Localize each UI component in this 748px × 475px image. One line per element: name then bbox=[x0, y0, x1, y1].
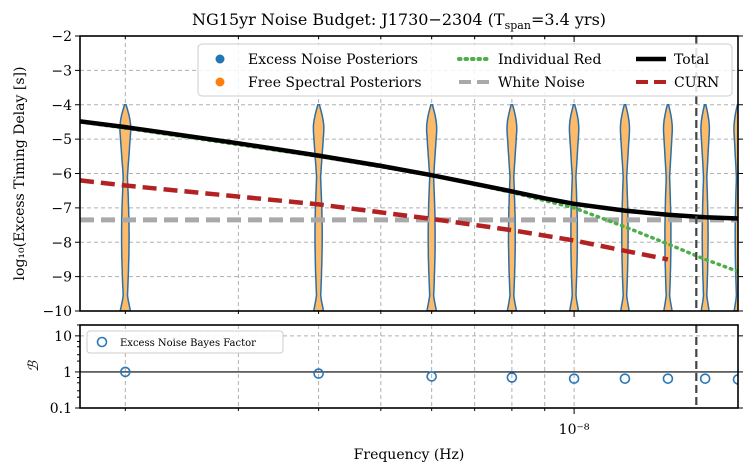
bf-point bbox=[662, 373, 674, 384]
x-tick-label: 10⁻⁸ bbox=[559, 422, 590, 438]
legend-marker-dot bbox=[215, 54, 225, 64]
bf-legend-marker bbox=[96, 336, 108, 348]
bf-point bbox=[506, 372, 518, 383]
violin-bin bbox=[312, 104, 325, 311]
bf-y-axis-label: ℬ bbox=[26, 360, 42, 372]
legend-label: Total bbox=[674, 52, 710, 68]
bf-legend-box bbox=[86, 330, 284, 354]
main-y-ticks bbox=[75, 35, 743, 312]
bf-legend: Excess Noise Bayes Factor bbox=[86, 330, 284, 354]
bf-content bbox=[80, 325, 738, 408]
legend-label: Excess Noise Posteriors bbox=[248, 52, 418, 68]
y-tick-label: −9 bbox=[51, 270, 72, 286]
legend-label: White Noise bbox=[498, 75, 585, 91]
bf-grid bbox=[80, 325, 738, 408]
y-tick-label: −5 bbox=[51, 132, 72, 148]
violin-bin bbox=[619, 104, 631, 311]
bf-point bbox=[732, 374, 738, 385]
bf-point bbox=[426, 371, 437, 382]
y-tick-label: −10 bbox=[42, 304, 72, 320]
title-tail: =3.4 yrs) bbox=[531, 10, 606, 29]
chart-title: NG15yr Noise Budget: J1730−2304 (Tspan=3… bbox=[192, 10, 606, 32]
legend-label: CURN bbox=[674, 75, 719, 91]
y-tick-label: −4 bbox=[51, 98, 72, 114]
series-line-total bbox=[80, 119, 738, 221]
y-axis-label: log₁₀(Excess Timing Delay [s]) bbox=[12, 67, 28, 281]
bf-y-tick-label: 1 bbox=[63, 365, 72, 381]
bf-frame bbox=[79, 324, 739, 409]
y-tick-label: −8 bbox=[51, 235, 72, 251]
bayes-factor-plot: 10 1 0.1 10⁻⁸ Frequency (Hz) ℬ Excess Noise Ba… bbox=[26, 324, 743, 463]
y-tick-label: −6 bbox=[51, 167, 72, 183]
y-tick-label: −2 bbox=[51, 29, 72, 45]
violin-bin bbox=[119, 104, 132, 311]
legend-label: Free Spectral Posteriors bbox=[248, 75, 422, 91]
bf-point bbox=[313, 368, 324, 379]
title-subscript: span bbox=[505, 19, 531, 32]
violin-bin bbox=[425, 104, 438, 311]
legend: Excess Noise Posteriors Free Spectral Pos… bbox=[197, 43, 733, 97]
bf-legend-label: Excess Noise Bayes Factor bbox=[120, 338, 256, 349]
bf-point bbox=[120, 366, 131, 378]
violin-bin bbox=[506, 104, 518, 311]
violin-bin bbox=[733, 104, 738, 311]
legend-marker-dot bbox=[215, 77, 225, 87]
x-axis-label: Frequency (Hz) bbox=[354, 447, 465, 463]
title-main: NG15yr Noise Budget: J1730−2304 (T bbox=[192, 10, 505, 29]
y-tick-label: −3 bbox=[51, 63, 72, 79]
bf-x-ticks bbox=[124, 408, 575, 414]
bf-y-ticks bbox=[75, 324, 743, 409]
series-line-individual-red bbox=[80, 120, 738, 274]
main-x-ticks bbox=[124, 36, 575, 317]
bf-y-tick-label: 0.1 bbox=[50, 401, 72, 417]
violin-bin bbox=[662, 104, 674, 311]
legend-box bbox=[197, 43, 733, 97]
bf-point bbox=[619, 373, 631, 384]
bf-y-tick-label: 10 bbox=[54, 329, 72, 345]
main-plot: −2 −3 −4 −5 −6 −7 −8 −9 −10 NG15yr Noise Budget: … bbox=[12, 10, 743, 320]
y-tick-label: −7 bbox=[51, 201, 72, 217]
main-content bbox=[80, 36, 738, 311]
violin-bin bbox=[700, 104, 711, 311]
bf-point bbox=[568, 373, 580, 384]
legend-label: Individual Red bbox=[498, 52, 601, 68]
bf-point bbox=[699, 373, 711, 384]
